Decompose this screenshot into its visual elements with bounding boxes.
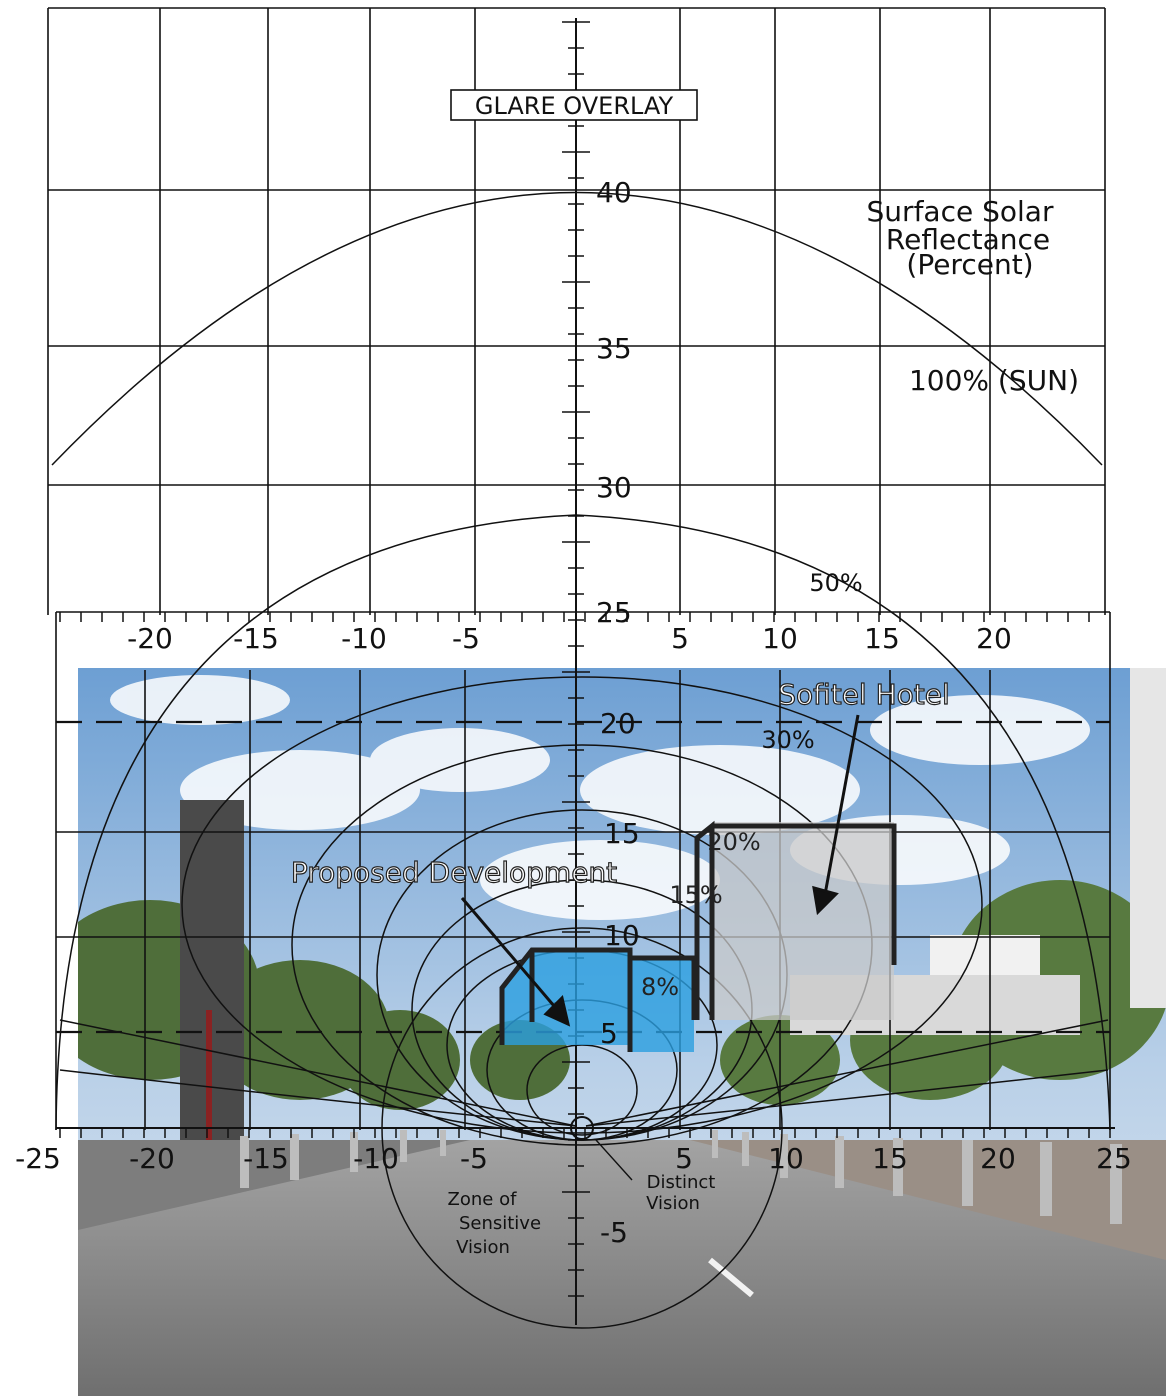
- upper-tick-10: 10: [762, 622, 798, 655]
- zone-sensitive-line-3: Vision: [456, 1237, 510, 1258]
- vtick-neg5: -5: [600, 1216, 628, 1249]
- upper-tick-neg15: -15: [233, 622, 279, 655]
- contour-30: [181, 676, 983, 1134]
- annotation-arrows: [460, 714, 860, 1181]
- contour-label-50: 50%: [809, 569, 862, 597]
- upper-tick-neg10: -10: [341, 622, 387, 655]
- vtick-15: 15: [604, 817, 640, 850]
- lower-scale-labels: -25 -20 -15 -10 -5 5 10 15 20 25: [15, 1142, 1132, 1175]
- vtick-30: 30: [596, 471, 632, 504]
- upper-tick-neg5: -5: [452, 622, 480, 655]
- upper-tick-5: 5: [671, 622, 689, 655]
- vtick-5: 5: [600, 1017, 618, 1050]
- sofitel-hotel-shape: [694, 820, 897, 1020]
- reflectance-heading-line-2: Reflectance: [886, 223, 1050, 256]
- contour-50: [55, 514, 1111, 1131]
- proposed-development-shape: [499, 947, 697, 1052]
- lower-tick-10: 10: [768, 1142, 804, 1175]
- proposed-label: Proposed Development: [291, 856, 617, 889]
- vtick-35: 35: [596, 332, 632, 365]
- vtick-20: 20: [600, 707, 636, 740]
- lower-tick-25: 25: [1096, 1142, 1132, 1175]
- contour-label-15: 15%: [669, 881, 722, 909]
- lower-tick-neg25: -25: [15, 1142, 61, 1175]
- glare-contours: [51, 191, 1111, 1329]
- distinct-vision-line-1: Distinct: [647, 1172, 716, 1193]
- upper-tick-neg20: -20: [127, 622, 173, 655]
- upper-scale-labels: -20 -15 -10 -5 5 10 15 20: [127, 622, 1012, 655]
- vtick-25: 25: [596, 596, 632, 629]
- lower-tick-neg10: -10: [353, 1142, 399, 1175]
- distinct-vision-line-2: Vision: [646, 1193, 700, 1214]
- zone-sensitive-circle: [381, 927, 783, 1329]
- lower-tick-neg20: -20: [129, 1142, 175, 1175]
- contour-label-8: 8%: [641, 973, 679, 1001]
- upper-tick-20: 20: [976, 622, 1012, 655]
- upper-tick-15: 15: [864, 622, 900, 655]
- vertical-axis-labels: 40 35 30 25 20 15 10 5 -5: [596, 176, 640, 1249]
- contour-label-30: 30%: [761, 726, 814, 754]
- lower-tick-20: 20: [980, 1142, 1016, 1175]
- title-box: [450, 89, 698, 121]
- contour-sun: [51, 191, 1103, 466]
- sun-contour-label: 100% (SUN): [909, 364, 1079, 397]
- zone-sensitive-line-2: Sensitive: [459, 1213, 541, 1234]
- hotel-label: Sofitel Hotel: [778, 678, 950, 711]
- reflectance-heading-line-3: (Percent): [906, 248, 1033, 281]
- distinct-vision-circle: [570, 1116, 594, 1140]
- zone-sensitive-line-1: Zone of: [448, 1189, 518, 1210]
- lower-tick-neg5: -5: [460, 1142, 488, 1175]
- title: GLARE OVERLAY: [475, 92, 674, 120]
- lower-tick-5: 5: [675, 1142, 693, 1175]
- lower-tick-neg15: -15: [243, 1142, 289, 1175]
- vtick-40: 40: [596, 176, 632, 209]
- contour-label-20: 20%: [707, 828, 760, 856]
- reflectance-heading-line-1: Surface Solar: [867, 195, 1054, 228]
- lower-tick-15: 15: [872, 1142, 908, 1175]
- vtick-10: 10: [604, 919, 640, 952]
